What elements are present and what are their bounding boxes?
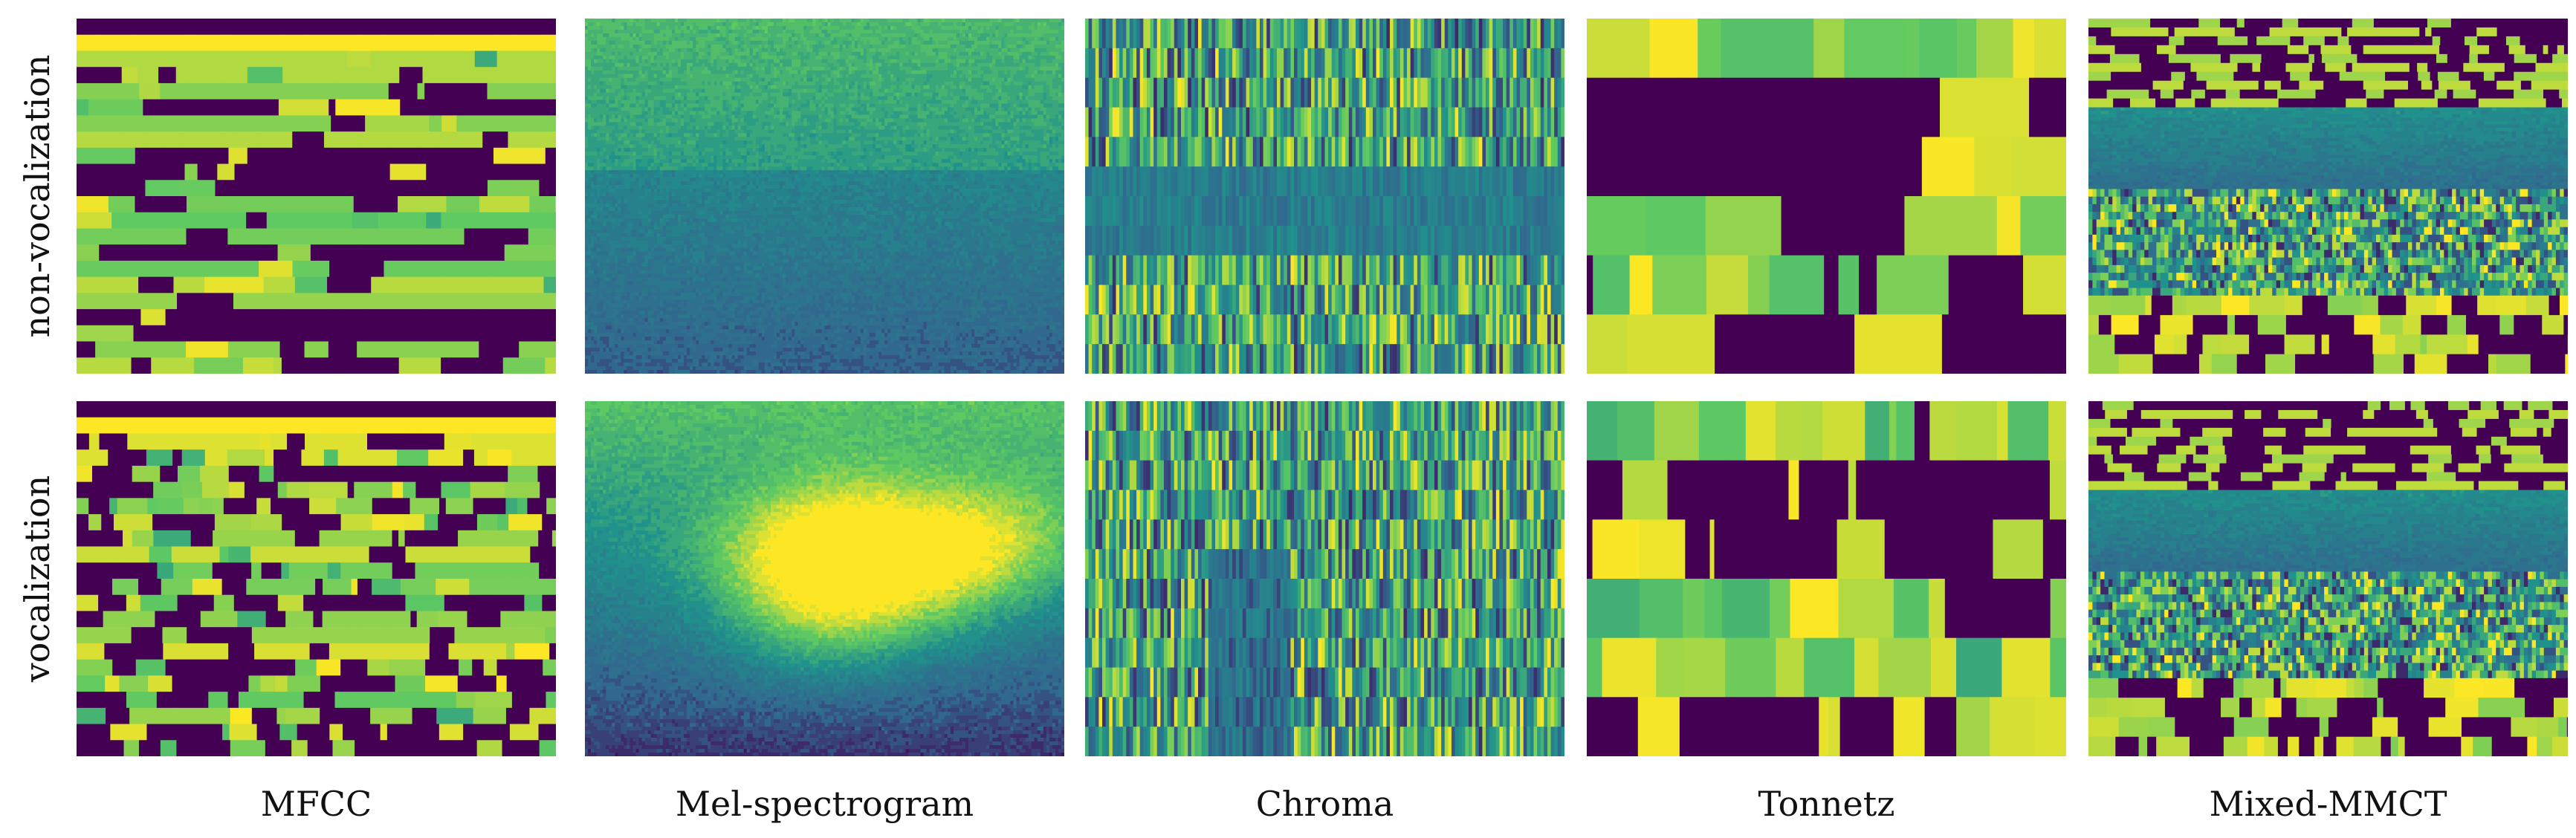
- column-label-mixed-mmct: Mixed-MMCT: [2209, 784, 2447, 824]
- tonnetz-nonvoc-heatmap: [1587, 19, 2066, 374]
- column-label-tonnetz: Tonnetz: [1758, 784, 1895, 824]
- column-label-mfcc: MFCC: [261, 784, 372, 824]
- row-label-non-vocalization: non-vocalization: [17, 55, 57, 338]
- chroma-nonvoc-heatmap: [1085, 19, 1564, 374]
- mixed-nonvoc-heatmap: [2088, 19, 2568, 374]
- mfcc-nonvoc-heatmap: [77, 19, 556, 374]
- column-label-chroma: Chroma: [1256, 784, 1394, 824]
- mel-voc-heatmap: [585, 401, 1064, 756]
- tonnetz-voc-heatmap: [1587, 401, 2066, 756]
- column-label-mel-spectrogram: Mel-spectrogram: [676, 784, 974, 824]
- mel-nonvoc-heatmap: [585, 19, 1064, 374]
- mixed-voc-heatmap: [2088, 401, 2568, 756]
- mfcc-voc-heatmap: [77, 401, 556, 756]
- chroma-voc-heatmap: [1085, 401, 1564, 756]
- row-label-vocalization: vocalization: [17, 475, 57, 682]
